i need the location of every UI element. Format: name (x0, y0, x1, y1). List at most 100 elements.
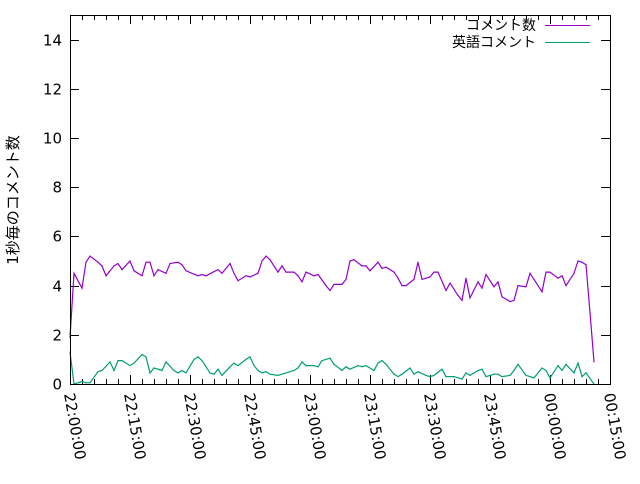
data-point-0 (201, 273, 203, 276)
data-point-1 (165, 361, 167, 363)
data-point-0 (509, 301, 511, 303)
data-point-1 (97, 371, 99, 373)
x-tick-label: 22:15:00 (120, 392, 149, 461)
data-point-0 (185, 270, 187, 272)
data-point-1 (245, 358, 247, 360)
data-point-0 (529, 272, 531, 274)
data-point-0 (517, 285, 519, 287)
data-point-1 (385, 363, 387, 365)
legend: コメント数 英語コメント (452, 18, 590, 51)
data-point-0 (501, 296, 503, 298)
data-point-0 (485, 273, 487, 276)
data-point-1 (297, 367, 299, 369)
data-point-1 (557, 365, 559, 367)
data-point-0 (73, 272, 75, 274)
data-point-0 (257, 272, 259, 274)
data-point-0 (437, 271, 439, 273)
data-point-1 (465, 372, 467, 374)
data-point-1 (101, 369, 103, 372)
data-point-0 (385, 266, 387, 268)
data-point-0 (345, 278, 347, 280)
data-point-1 (129, 365, 131, 367)
data-point-1 (193, 358, 195, 360)
data-point-0 (329, 289, 331, 292)
data-point-1 (317, 366, 319, 368)
data-point-0 (313, 275, 315, 277)
data-point-0 (349, 260, 351, 262)
data-point-1 (401, 373, 403, 375)
data-point-0 (237, 280, 239, 282)
data-point-1 (89, 382, 91, 384)
data-point-0 (133, 270, 135, 272)
data-point-0 (81, 287, 83, 289)
data-point-0 (197, 275, 199, 277)
data-point-1 (305, 365, 307, 367)
data-point-0 (429, 276, 431, 278)
data-point-1 (145, 356, 147, 358)
data-point-0 (97, 261, 99, 263)
data-point-1 (417, 371, 419, 373)
data-point-0 (129, 260, 131, 262)
data-point-1 (545, 369, 547, 372)
data-point-1 (85, 382, 87, 384)
data-point-1 (501, 376, 503, 378)
data-point-0 (157, 269, 159, 271)
x-tick-label: 23:00:00 (300, 392, 329, 461)
data-point-1 (249, 356, 251, 358)
data-point-0 (141, 275, 143, 277)
data-point-0 (525, 286, 527, 288)
series-line-1 (69, 351, 595, 385)
data-point-1 (461, 378, 463, 380)
data-point-0 (217, 269, 219, 271)
data-point-0 (325, 285, 327, 287)
data-point-1 (433, 374, 435, 376)
data-point-1 (477, 369, 479, 372)
data-point-0 (433, 271, 435, 273)
data-point-1 (425, 374, 427, 376)
data-point-0 (413, 278, 415, 280)
x-tick-label: 22:45:00 (240, 392, 269, 461)
data-point-1 (561, 369, 563, 372)
series-line-0 (69, 255, 595, 362)
data-point-1 (141, 353, 143, 356)
data-point-1 (377, 362, 379, 364)
data-point-0 (105, 275, 107, 277)
data-point-0 (561, 275, 563, 277)
data-point-1 (429, 376, 431, 378)
data-point-0 (369, 270, 371, 272)
data-point-1 (281, 373, 283, 375)
data-point-1 (453, 376, 455, 378)
y-axis-label: 1秒毎のコメント数 (4, 135, 22, 265)
data-point-0 (305, 271, 307, 273)
data-point-1 (81, 380, 83, 383)
series-group (69, 255, 595, 385)
data-point-0 (245, 275, 247, 277)
y-tick-label: 4 (52, 278, 62, 296)
data-point-1 (153, 367, 155, 369)
data-point-0 (481, 287, 483, 289)
data-point-0 (397, 277, 399, 279)
data-point-1 (585, 372, 587, 374)
data-point-1 (109, 361, 111, 363)
data-point-1 (113, 369, 115, 372)
data-point-1 (541, 367, 543, 369)
data-point-0 (221, 272, 223, 274)
data-point-1 (181, 369, 183, 372)
data-point-1 (409, 367, 411, 369)
data-point-1 (497, 373, 499, 375)
data-point-1 (481, 368, 483, 370)
data-point-0 (281, 265, 283, 267)
data-point-1 (357, 365, 359, 367)
y-tick-label: 8 (52, 179, 62, 197)
data-point-0 (405, 285, 407, 287)
data-point-0 (113, 265, 115, 267)
data-point-1 (493, 373, 495, 375)
data-point-1 (133, 362, 135, 364)
legend-label-0: コメント数 (466, 18, 536, 34)
data-point-0 (549, 271, 551, 273)
data-point-0 (277, 271, 279, 273)
x-tick-label: 22:00:00 (60, 392, 89, 461)
data-point-0 (541, 291, 543, 293)
data-point-1 (285, 372, 287, 374)
data-point-1 (301, 361, 303, 363)
